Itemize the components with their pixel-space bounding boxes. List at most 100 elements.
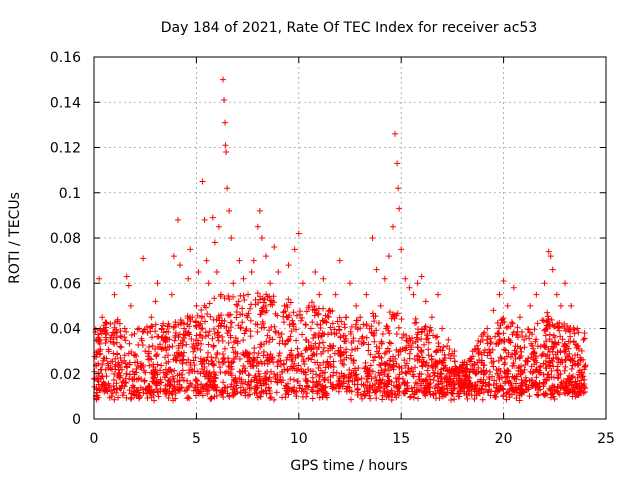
data-point (477, 338, 484, 345)
data-point (233, 385, 240, 392)
data-point (545, 371, 552, 378)
data-point (264, 332, 271, 339)
data-point (111, 386, 118, 393)
data-point (226, 392, 233, 399)
data-point (528, 377, 535, 384)
data-point (325, 314, 332, 321)
y-axis-label: ROTI / TECUs (7, 192, 23, 284)
data-point (363, 291, 370, 298)
data-point (209, 214, 216, 221)
data-point (346, 371, 353, 378)
data-point (213, 268, 220, 275)
data-point (434, 381, 441, 388)
data-point (134, 326, 141, 333)
data-point (263, 291, 270, 298)
data-point (175, 345, 182, 352)
data-point (312, 332, 319, 339)
data-point (431, 385, 438, 392)
data-point (419, 388, 426, 395)
data-point (177, 340, 184, 347)
data-point (391, 315, 398, 322)
data-point (134, 358, 141, 365)
data-point (312, 383, 319, 390)
data-point (260, 304, 267, 311)
data-point (206, 372, 213, 379)
data-point (376, 384, 383, 391)
data-point (411, 391, 418, 398)
data-point (131, 384, 138, 391)
data-point (246, 357, 253, 364)
data-point (195, 386, 202, 393)
data-point (514, 334, 521, 341)
data-point (150, 389, 157, 396)
data-point (179, 337, 186, 344)
data-point (355, 365, 362, 372)
data-point (211, 371, 218, 378)
data-point (177, 262, 184, 269)
data-point (255, 370, 262, 377)
data-point (295, 362, 302, 369)
data-point (289, 358, 296, 365)
data-point (419, 354, 426, 361)
data-point (413, 319, 420, 326)
data-point (187, 246, 194, 253)
data-point (264, 368, 271, 375)
data-point (417, 382, 424, 389)
data-point (549, 266, 556, 273)
data-point (371, 338, 378, 345)
data-point (532, 338, 539, 345)
data-point (311, 303, 318, 310)
data-point (337, 344, 344, 351)
data-point (178, 371, 185, 378)
data-point (321, 317, 328, 324)
data-point (511, 350, 518, 357)
data-point (299, 280, 306, 287)
data-point (386, 348, 393, 355)
data-point (345, 378, 352, 385)
data-point (466, 369, 473, 376)
data-point (265, 356, 272, 363)
data-point (142, 348, 149, 355)
data-point (288, 328, 295, 335)
data-point (546, 355, 553, 362)
data-point (529, 331, 536, 338)
points-layer (91, 76, 589, 404)
data-point (162, 339, 169, 346)
data-point (325, 361, 332, 368)
data-point (513, 395, 520, 402)
data-point (397, 346, 404, 353)
data-point (567, 338, 574, 345)
data-point (386, 309, 393, 316)
data-point (288, 347, 295, 354)
data-point (507, 379, 514, 386)
data-point (487, 392, 494, 399)
data-point (175, 321, 182, 328)
data-point (116, 362, 123, 369)
data-point (250, 363, 257, 370)
data-point (388, 397, 395, 404)
data-point (160, 320, 167, 327)
data-point (208, 394, 215, 401)
data-point (378, 369, 385, 376)
data-point (464, 383, 471, 390)
data-point (499, 316, 506, 323)
data-point (209, 358, 216, 365)
data-point (299, 353, 306, 360)
data-point (230, 349, 237, 356)
data-point (508, 385, 515, 392)
data-point (550, 383, 557, 390)
data-point (158, 362, 165, 369)
data-point (412, 379, 419, 386)
data-point (257, 311, 264, 318)
data-point (522, 361, 529, 368)
data-point (449, 390, 456, 397)
data-point (287, 299, 294, 306)
data-point (166, 366, 173, 373)
data-point (580, 356, 587, 363)
data-point (206, 369, 213, 376)
data-point (240, 292, 247, 299)
data-point (447, 355, 454, 362)
data-point (421, 341, 428, 348)
data-point (171, 367, 178, 374)
data-point (283, 302, 290, 309)
